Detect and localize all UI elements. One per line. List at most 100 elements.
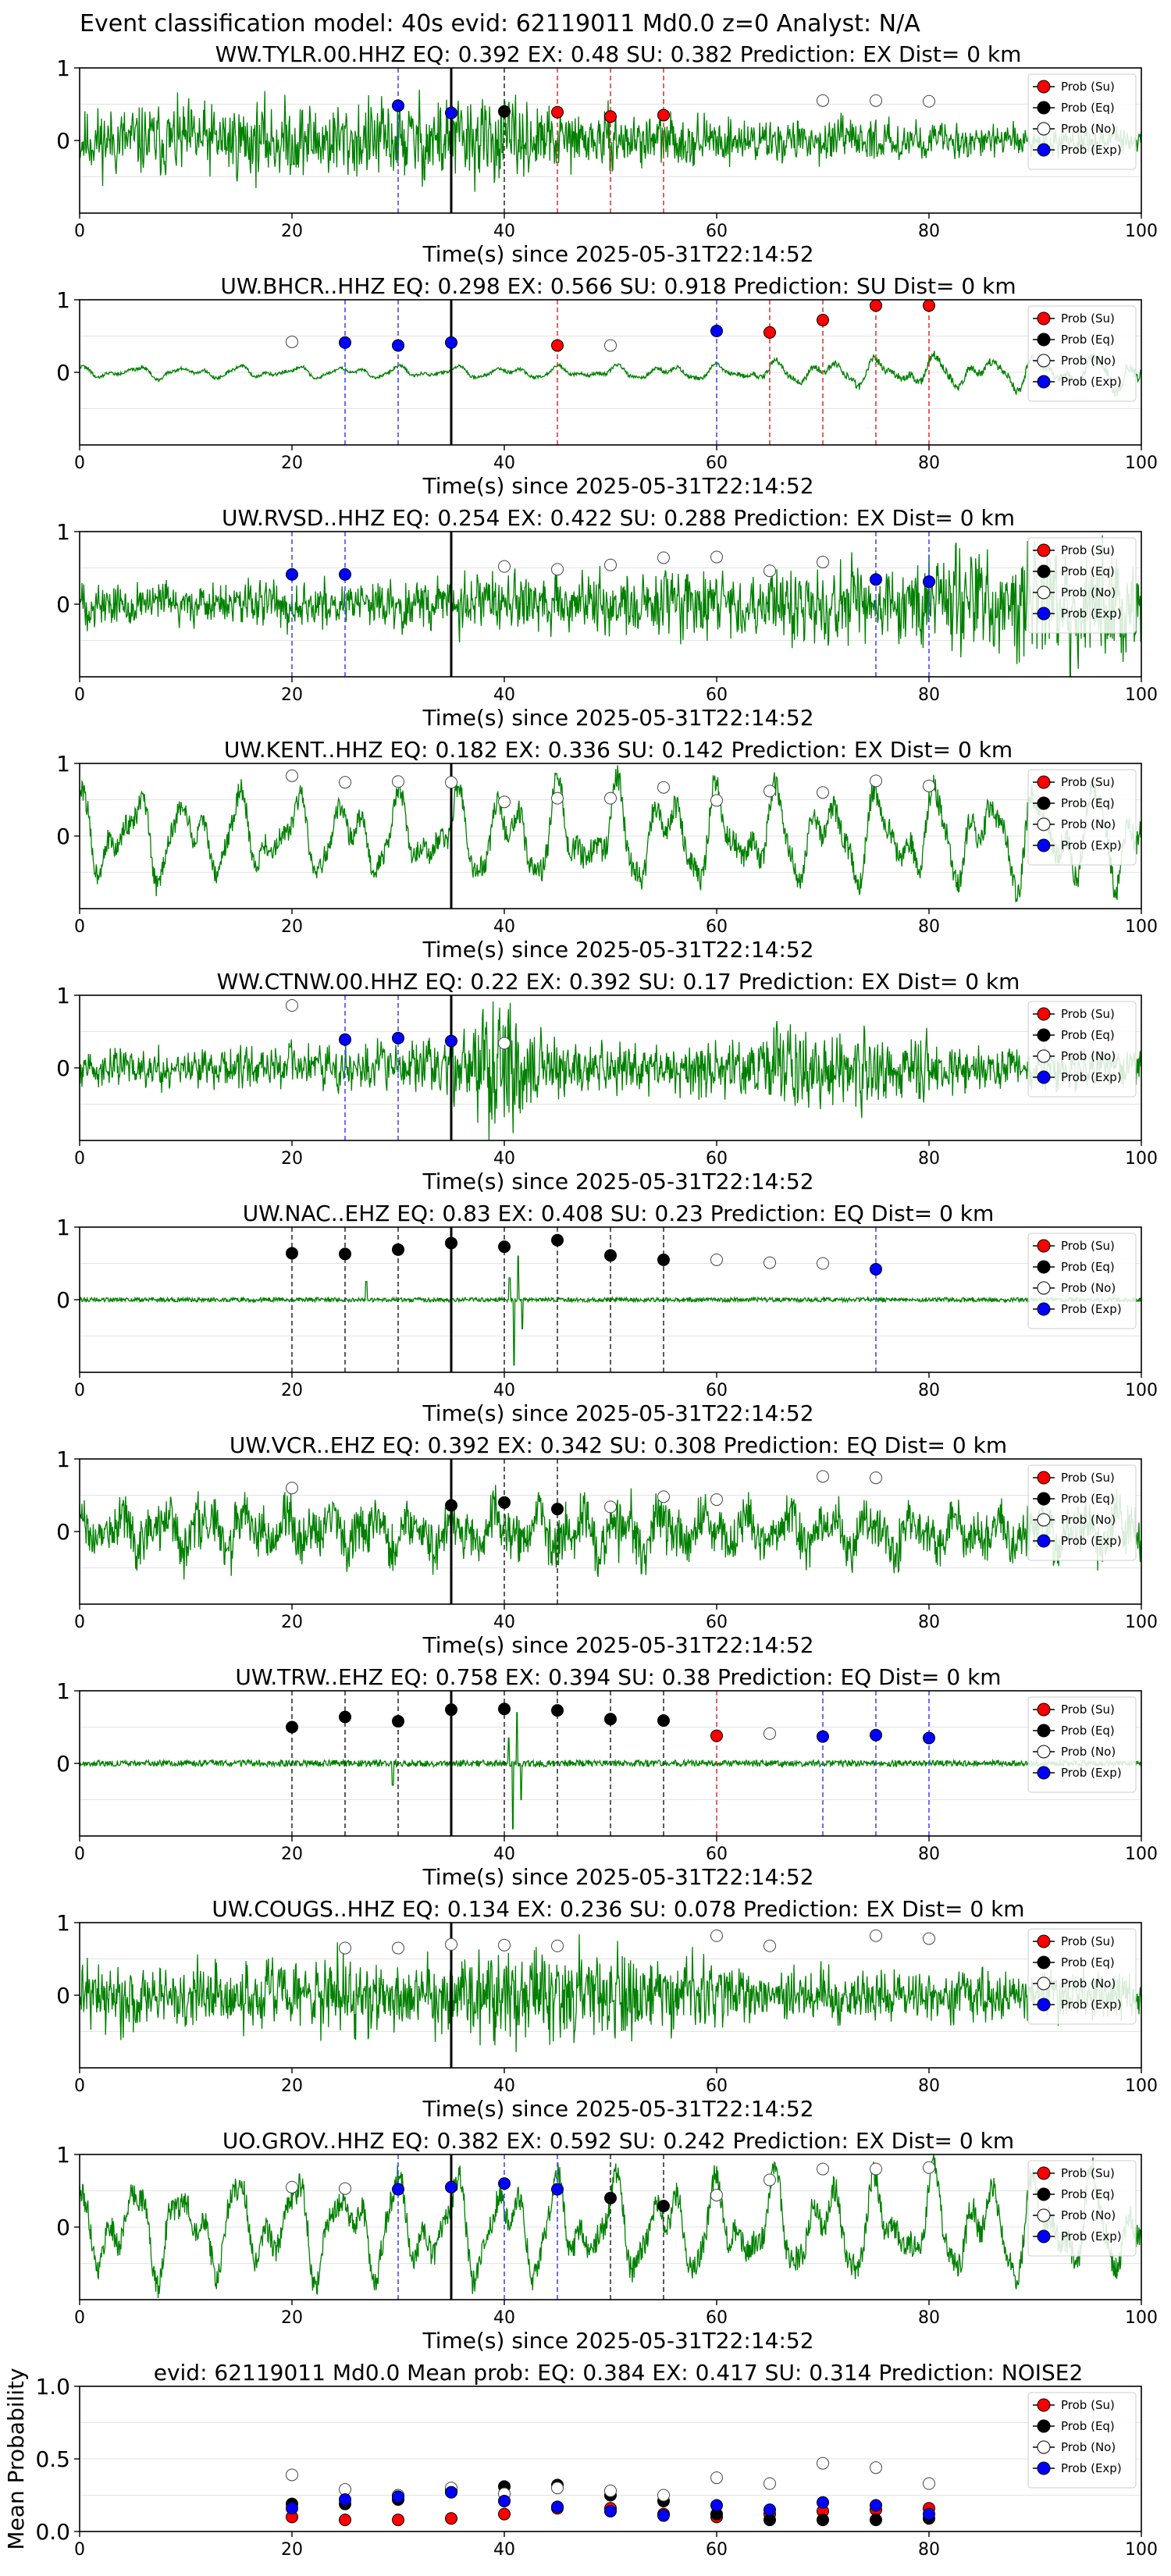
- prob-point-no: [923, 94, 935, 108]
- legend-marker-su: [1037, 1239, 1051, 1253]
- prob-point-no: [339, 2182, 351, 2195]
- legend-marker-exp: [1037, 1998, 1051, 2012]
- mean-point-exp: [763, 2503, 776, 2517]
- y-tick-label: 0: [56, 1055, 70, 1081]
- x-tick-label: 40: [493, 1613, 515, 1632]
- prob-point-eq: [339, 1247, 351, 1261]
- x-tick-label: 100: [1125, 2308, 1158, 2328]
- prob-point-exp: [392, 339, 404, 352]
- mean-point-exp: [286, 2502, 298, 2515]
- prob-point-su: [870, 299, 882, 312]
- prob-point-exp: [551, 2183, 564, 2196]
- x-tick-label: 20: [281, 2308, 303, 2328]
- y-tick-label: 0: [56, 128, 70, 154]
- panels: WW.TYLR.00.HHZ EQ: 0.392 EX: 0.48 SU: 0.…: [3, 41, 1158, 2560]
- prob-point-no: [339, 1941, 351, 1955]
- y-tick-label: 1: [56, 983, 70, 1009]
- legend-label-exp: Prob (Exp): [1061, 1998, 1122, 2012]
- x-tick-label: 80: [918, 1845, 940, 1864]
- x-tick-label: 80: [918, 454, 940, 473]
- prob-point-eq: [657, 1253, 670, 1266]
- prob-point-no: [604, 558, 617, 571]
- prob-point-no: [817, 786, 829, 799]
- legend-marker-exp: [1037, 2229, 1051, 2243]
- legend-box: [1027, 537, 1137, 634]
- legend-marker-exp: [1037, 1534, 1051, 1548]
- mean-point-exp: [657, 2509, 670, 2522]
- prob-point-eq: [604, 1249, 617, 1262]
- legend-label-exp: Prob (Exp): [1061, 2461, 1122, 2475]
- x-tick-label: 60: [706, 222, 728, 241]
- legend-box: [1027, 1696, 1137, 1793]
- x-tick-label: 80: [918, 917, 940, 937]
- legend-marker-exp: [1037, 375, 1051, 389]
- panel-2: UW.RVSD..HHZ EQ: 0.254 EX: 0.422 SU: 0.2…: [56, 505, 1158, 731]
- legend-marker-no: [1037, 1049, 1051, 1063]
- panel-1: UW.BHCR..HHZ EQ: 0.298 EX: 0.566 SU: 0.9…: [56, 273, 1158, 499]
- prob-point-no: [870, 774, 882, 788]
- prob-point-no: [286, 2180, 298, 2194]
- prob-point-exp: [923, 1731, 935, 1745]
- legend-label-su: Prob (Su): [1061, 311, 1115, 326]
- prob-point-no: [498, 1938, 511, 1952]
- prob-point-su: [710, 1729, 723, 1742]
- x-tick-label: 40: [493, 685, 515, 705]
- y-tick-label: 1: [56, 1910, 70, 1936]
- prob-point-exp: [339, 336, 351, 349]
- waveform-trace: [79, 765, 1142, 902]
- x-tick-label: 0: [74, 917, 85, 937]
- x-tick-label: 100: [1125, 1845, 1158, 1864]
- x-tick-label: 100: [1125, 1381, 1158, 1400]
- legend-label-exp: Prob (Exp): [1061, 375, 1122, 389]
- x-tick-label: 100: [1125, 685, 1158, 705]
- legend-label-exp: Prob (Exp): [1061, 1766, 1122, 1780]
- x-tick-label: 0: [74, 2076, 85, 2096]
- legend-marker-eq: [1037, 333, 1051, 347]
- panel-9: UO.GROV..HHZ EQ: 0.382 EX: 0.592 SU: 0.2…: [56, 2128, 1158, 2354]
- prob-point-exp: [445, 106, 457, 119]
- x-axis-label: Time(s) since 2025-05-31T22:14:52: [422, 1632, 813, 1658]
- prob-point-exp: [870, 573, 882, 586]
- legend-label-eq: Prob (Eq): [1061, 333, 1115, 347]
- mean-point-exp: [923, 2507, 935, 2521]
- x-tick-label: 0: [74, 1381, 85, 1400]
- mean-point-exp: [604, 2504, 617, 2517]
- panel-title: evid: 62119011 Md0.0 Mean prob: EQ: 0.38…: [154, 2360, 1084, 2386]
- panel-4: WW.CTNW.00.HHZ EQ: 0.22 EX: 0.392 SU: 0.…: [56, 969, 1158, 1194]
- legend-label-su: Prob (Su): [1061, 775, 1115, 789]
- legend-marker-eq: [1037, 796, 1051, 810]
- panel-0: WW.TYLR.00.HHZ EQ: 0.392 EX: 0.48 SU: 0.…: [56, 41, 1158, 267]
- prob-point-exp: [870, 1728, 882, 1742]
- legend-label-exp: Prob (Exp): [1061, 1302, 1122, 1316]
- prob-point-no: [551, 563, 564, 576]
- prob-point-eq: [657, 2200, 670, 2213]
- x-axis-label: Time(s) since 2025-05-31T22:14:52: [422, 937, 813, 962]
- panel-title: UW.COUGS..HHZ EQ: 0.134 EX: 0.236 SU: 0.…: [212, 1896, 1024, 1922]
- mean-point-su: [498, 2507, 511, 2521]
- y-tick-label: 0: [56, 592, 70, 617]
- legend-box: [1027, 2392, 1137, 2489]
- y-tick-label: 0: [56, 1983, 70, 2008]
- legend-marker-eq: [1037, 1492, 1051, 1506]
- x-tick-label: 20: [281, 222, 303, 241]
- x-tick-label: 60: [706, 2540, 728, 2560]
- x-tick-label: 40: [493, 454, 515, 473]
- mean-point-exp: [339, 2493, 351, 2507]
- prob-point-no: [817, 1470, 829, 1483]
- x-tick-label: 0: [74, 1845, 85, 1864]
- x-tick-label: 40: [493, 2540, 515, 2560]
- panel-title: UW.RVSD..HHZ EQ: 0.254 EX: 0.422 SU: 0.2…: [222, 505, 1015, 531]
- prob-point-su: [551, 105, 564, 119]
- prob-point-no: [710, 1493, 723, 1507]
- x-axis-label: Time(s) since 2025-05-31T22:14:52: [422, 2096, 813, 2122]
- legend-label-eq: Prob (Eq): [1061, 1492, 1115, 1506]
- prob-point-no: [657, 551, 670, 564]
- legend-label-eq: Prob (Eq): [1061, 564, 1115, 578]
- mean-point-no: [657, 2489, 670, 2502]
- legend-label-su: Prob (Su): [1061, 1007, 1115, 1021]
- prob-point-no: [710, 2189, 723, 2202]
- y-tick-label: 0.0: [35, 2519, 70, 2545]
- legend-label-su: Prob (Su): [1061, 2398, 1115, 2412]
- prob-point-no: [604, 792, 617, 805]
- legend-marker-exp: [1037, 143, 1051, 157]
